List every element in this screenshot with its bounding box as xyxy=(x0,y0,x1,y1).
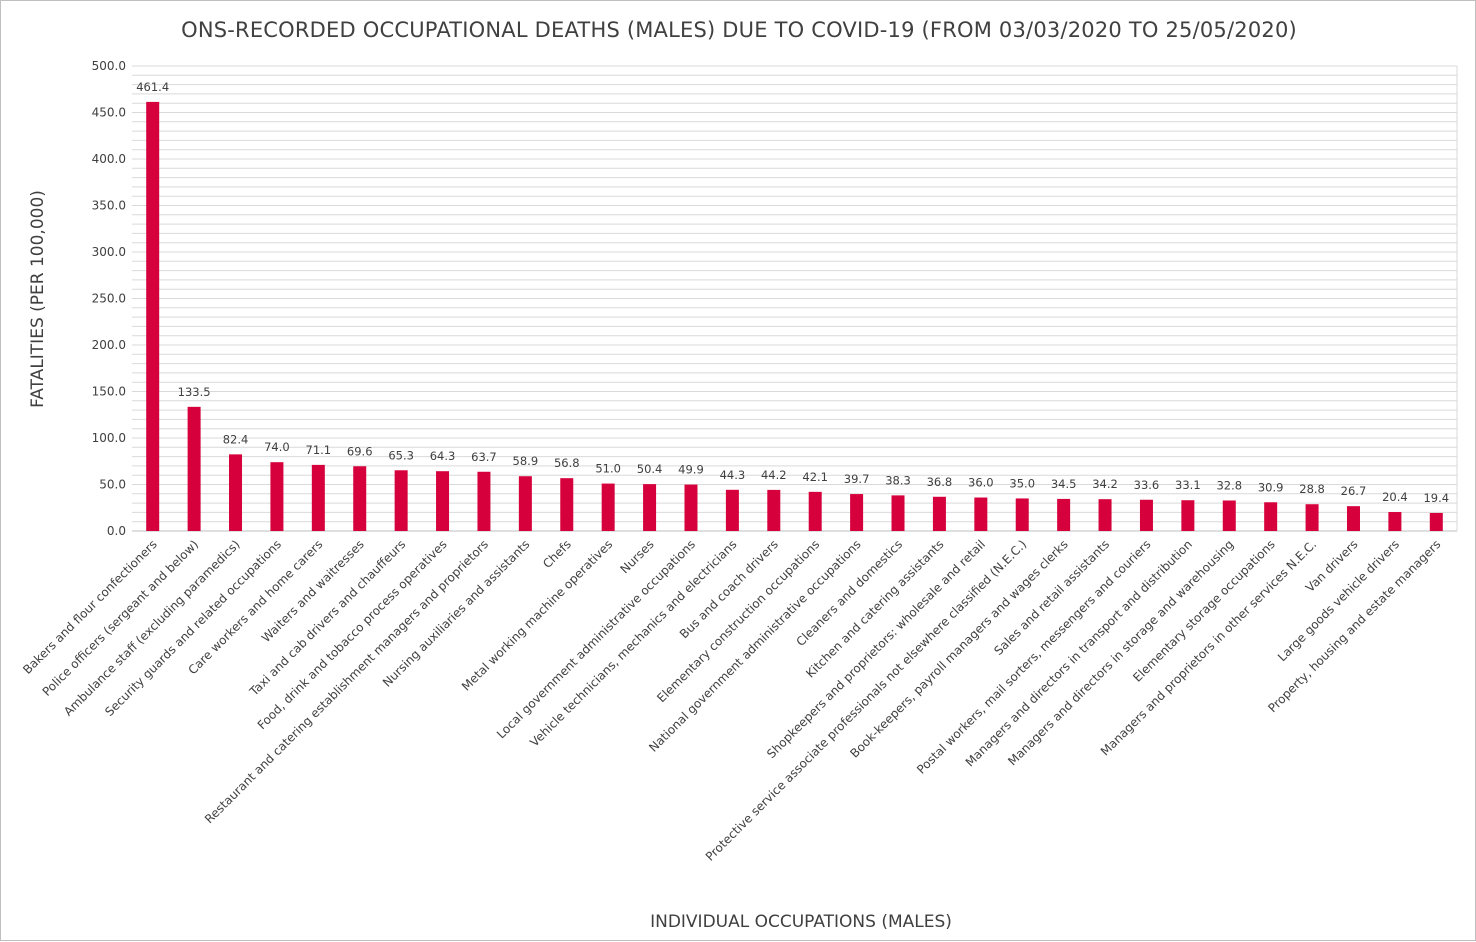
bar xyxy=(684,484,698,531)
data-label: 36.8 xyxy=(927,475,953,489)
y-tick-label: 500.0 xyxy=(92,59,126,73)
bar xyxy=(725,489,739,531)
data-label: 26.7 xyxy=(1341,484,1367,498)
bars xyxy=(146,101,1443,531)
data-label: 34.2 xyxy=(1092,477,1118,491)
data-label: 65.3 xyxy=(388,448,414,462)
data-label: 64.3 xyxy=(430,449,456,463)
data-label: 74.0 xyxy=(264,440,290,454)
x-tick-label: Local government administrative occupati… xyxy=(494,537,698,741)
data-label: 71.1 xyxy=(306,443,332,457)
bar xyxy=(1264,502,1278,531)
data-label: 32.8 xyxy=(1216,478,1242,492)
y-tick-label: 50.0 xyxy=(99,478,126,492)
data-label: 28.8 xyxy=(1299,482,1325,496)
bar xyxy=(229,454,243,531)
data-label: 69.6 xyxy=(347,444,373,458)
bar xyxy=(477,471,491,531)
data-label: 56.8 xyxy=(554,456,580,470)
bar xyxy=(808,491,822,531)
bar xyxy=(1139,499,1153,531)
bar xyxy=(974,497,988,531)
data-label: 38.3 xyxy=(885,473,911,487)
bar xyxy=(518,476,532,531)
bar xyxy=(270,462,284,531)
data-label: 50.4 xyxy=(637,462,663,476)
bar xyxy=(932,496,946,531)
gridlines xyxy=(132,65,1458,532)
y-axis-ticks: 0.0 50.0 100.0 150.0 200.0 250.0 300.0 350.0 400… xyxy=(92,59,126,538)
data-label: 35.0 xyxy=(1009,476,1035,490)
bar xyxy=(1015,498,1029,531)
bar xyxy=(146,101,160,531)
y-tick-label: 250.0 xyxy=(92,292,126,306)
bar xyxy=(1346,506,1360,531)
data-label: 36.0 xyxy=(968,476,994,490)
y-tick-label: 400.0 xyxy=(92,152,126,166)
y-tick-label: 200.0 xyxy=(92,338,126,352)
bar xyxy=(850,494,864,531)
y-tick-label: 150.0 xyxy=(92,385,126,399)
bar xyxy=(1429,512,1443,531)
data-label: 133.5 xyxy=(178,385,211,399)
bar xyxy=(436,471,450,531)
bar xyxy=(1222,500,1236,531)
x-tick-label: Metal working machine operatives xyxy=(459,537,615,693)
data-label: 49.9 xyxy=(678,463,704,477)
bar xyxy=(1181,500,1195,531)
data-label: 63.7 xyxy=(471,450,497,464)
data-label: 51.0 xyxy=(595,462,621,476)
x-tick-label: Ambulance staff (excluding paramedics) xyxy=(61,537,243,719)
data-label: 58.9 xyxy=(513,454,539,468)
data-labels: 461.4 133.5 82.4 74.0 71.1 69.6 65.3 64.3 63.7 58… xyxy=(136,80,1449,505)
bar xyxy=(353,466,367,531)
data-label: 42.1 xyxy=(802,470,828,484)
x-tick-label: Chefs xyxy=(540,537,574,571)
x-tick-label: Police officers (sergeant and below) xyxy=(40,537,202,699)
x-tick-label: Nursing auxiliaries and assistants xyxy=(380,537,533,690)
bar xyxy=(1305,504,1319,531)
data-label: 39.7 xyxy=(844,472,870,486)
data-label: 34.5 xyxy=(1051,477,1077,491)
data-label: 33.1 xyxy=(1175,478,1201,492)
y-tick-label: 0.0 xyxy=(107,524,126,538)
bar xyxy=(394,470,408,531)
y-tick-label: 100.0 xyxy=(92,431,126,445)
bar xyxy=(560,478,574,531)
data-label: 20.4 xyxy=(1382,490,1408,504)
x-tick-label: Food, drink and tobacco process operativ… xyxy=(255,537,450,732)
data-label: 30.9 xyxy=(1258,480,1284,494)
y-tick-label: 350.0 xyxy=(92,199,126,213)
x-axis-title: INDIVIDUAL OCCUPATIONS (MALES) xyxy=(650,912,952,932)
data-label: 19.4 xyxy=(1423,491,1449,505)
bar xyxy=(767,489,781,531)
data-label: 82.4 xyxy=(223,432,249,446)
bar xyxy=(187,406,201,531)
bar xyxy=(891,495,905,531)
bar xyxy=(1098,499,1112,531)
x-tick-label: Nurses xyxy=(618,537,657,576)
data-label: 33.6 xyxy=(1134,478,1160,492)
bar xyxy=(1057,498,1071,531)
y-axis-title: FATALITIES (PER 100,000) xyxy=(28,190,48,408)
data-label: 461.4 xyxy=(136,80,169,94)
chart-title: ONS-RECORDED OCCUPATIONAL DEATHS (MALES)… xyxy=(181,18,1297,42)
bar xyxy=(1388,512,1402,531)
bar xyxy=(643,484,657,531)
bar xyxy=(311,464,325,531)
y-tick-label: 450.0 xyxy=(92,106,126,120)
y-tick-label: 300.0 xyxy=(92,245,126,259)
data-label: 44.3 xyxy=(720,468,746,482)
bar xyxy=(601,483,615,531)
data-label: 44.2 xyxy=(761,468,787,482)
